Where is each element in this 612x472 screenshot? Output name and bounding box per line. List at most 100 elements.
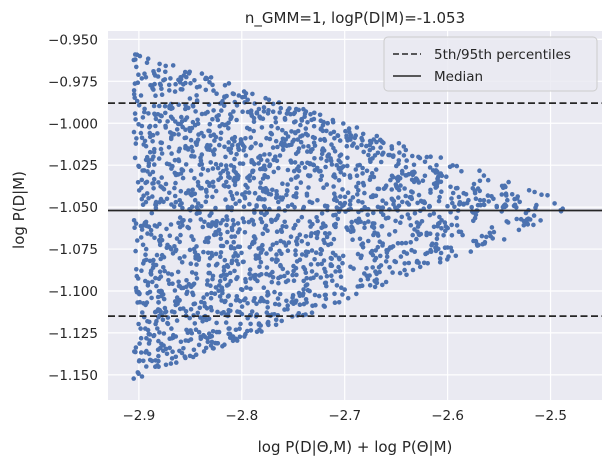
y-tick-label: −1.050 — [48, 200, 98, 216]
data-point — [157, 330, 162, 335]
data-point — [470, 186, 476, 191]
data-point — [266, 97, 272, 103]
data-point — [161, 343, 166, 348]
data-point — [297, 257, 303, 263]
scatter-points — [131, 52, 565, 381]
data-point — [179, 260, 185, 265]
data-point — [176, 220, 181, 226]
data-point — [237, 198, 242, 204]
data-point — [139, 135, 145, 141]
data-point — [260, 176, 266, 181]
data-point — [252, 296, 257, 301]
data-point — [293, 252, 298, 258]
data-point — [163, 362, 169, 368]
data-point — [477, 168, 482, 173]
data-point — [273, 317, 279, 323]
data-point — [188, 307, 194, 312]
data-point — [215, 309, 220, 315]
data-point — [310, 221, 315, 227]
data-point — [133, 248, 138, 254]
y-tick-label: −0.950 — [48, 32, 98, 48]
data-point — [236, 145, 241, 151]
data-point — [274, 240, 279, 246]
data-point — [272, 289, 277, 295]
data-point — [211, 184, 216, 189]
data-point — [370, 265, 376, 270]
data-point — [258, 250, 264, 255]
data-point — [299, 239, 305, 244]
data-point — [262, 205, 268, 210]
data-point — [376, 264, 382, 270]
data-point — [247, 245, 252, 250]
data-point — [194, 85, 200, 90]
chart-title: n_GMM=1, logP(D|M)=-1.053 — [245, 9, 465, 28]
data-point — [230, 217, 236, 223]
y-axis-ticks: −0.950 −0.975 −1.000 −1.025 −1.050 −1.075 −1.1… — [48, 32, 98, 383]
data-point — [340, 253, 346, 259]
data-point — [324, 158, 330, 164]
data-point — [361, 149, 367, 155]
data-point — [229, 260, 234, 266]
data-point — [170, 281, 175, 287]
data-point — [217, 294, 223, 299]
data-point — [234, 294, 240, 299]
data-point — [237, 334, 243, 340]
data-point — [301, 106, 306, 112]
data-point — [434, 162, 439, 168]
data-point — [345, 190, 351, 195]
data-point — [355, 192, 360, 197]
data-point — [174, 127, 180, 132]
data-point — [248, 135, 254, 140]
data-point — [412, 227, 417, 232]
data-point — [457, 200, 463, 205]
data-point — [431, 211, 437, 216]
data-point — [138, 350, 144, 355]
data-point — [144, 223, 150, 229]
data-point — [291, 268, 296, 274]
y-tick-label: −0.975 — [48, 74, 98, 90]
data-point — [208, 75, 214, 80]
data-point — [324, 182, 330, 187]
data-point — [226, 140, 231, 145]
data-point — [150, 194, 155, 199]
data-point — [204, 194, 210, 199]
data-point — [139, 227, 145, 232]
data-point — [239, 304, 245, 309]
data-point — [143, 252, 148, 257]
y-tick-label: −1.025 — [48, 158, 98, 174]
data-point — [441, 233, 446, 238]
data-point — [354, 291, 359, 297]
data-point — [410, 267, 416, 273]
data-point — [209, 339, 215, 345]
data-point — [166, 82, 172, 88]
data-point — [337, 268, 343, 274]
data-point — [195, 310, 201, 316]
data-point — [336, 178, 342, 183]
data-point — [514, 216, 519, 222]
data-point — [158, 233, 163, 239]
data-point — [231, 222, 237, 227]
data-point — [380, 152, 385, 157]
data-point — [391, 153, 396, 158]
data-point — [331, 213, 336, 218]
data-point — [185, 146, 191, 151]
data-point — [360, 171, 365, 176]
data-point — [392, 258, 397, 264]
data-point — [444, 174, 449, 179]
data-point — [354, 125, 360, 130]
data-point — [262, 197, 267, 202]
data-point — [144, 336, 149, 341]
data-point — [301, 265, 306, 270]
data-point — [438, 179, 444, 185]
data-point — [134, 267, 139, 272]
data-point — [185, 330, 191, 336]
data-point — [274, 252, 279, 257]
data-point — [329, 162, 335, 167]
data-point — [223, 298, 228, 304]
data-point — [200, 319, 205, 324]
data-point — [464, 200, 470, 206]
data-point — [310, 134, 316, 140]
data-point — [235, 261, 241, 267]
data-point — [342, 194, 348, 200]
data-point — [194, 262, 199, 267]
